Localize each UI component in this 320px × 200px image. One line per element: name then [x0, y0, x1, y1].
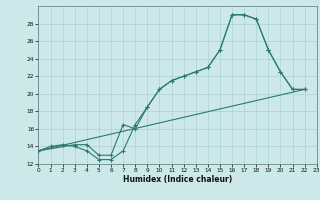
X-axis label: Humidex (Indice chaleur): Humidex (Indice chaleur): [123, 175, 232, 184]
